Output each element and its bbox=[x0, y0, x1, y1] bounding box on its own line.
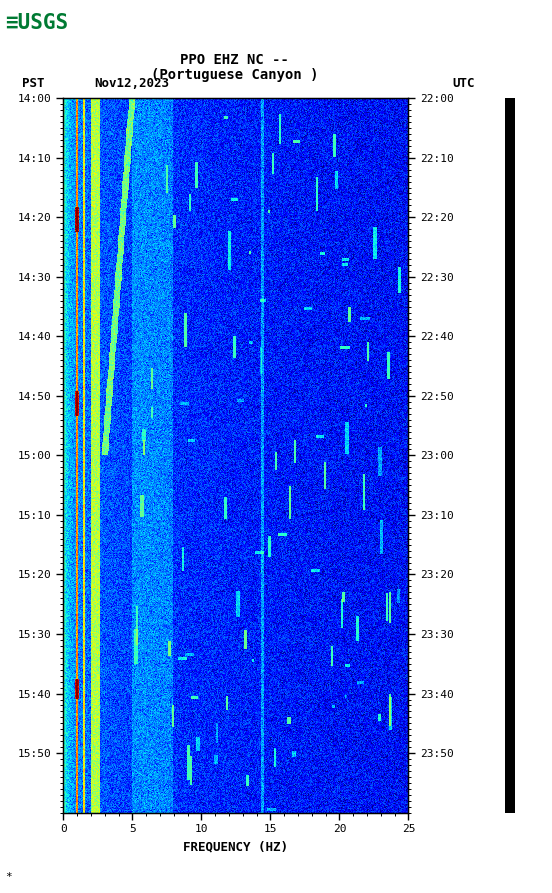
Text: ≡USGS: ≡USGS bbox=[6, 13, 68, 33]
Text: Nov12,2023: Nov12,2023 bbox=[94, 77, 169, 89]
Text: UTC: UTC bbox=[453, 77, 475, 89]
X-axis label: FREQUENCY (HZ): FREQUENCY (HZ) bbox=[183, 840, 289, 853]
Text: PST: PST bbox=[22, 77, 45, 89]
Text: PPO EHZ NC --: PPO EHZ NC -- bbox=[180, 53, 289, 67]
Text: (Portuguese Canyon ): (Portuguese Canyon ) bbox=[151, 68, 319, 82]
Text: *: * bbox=[6, 872, 12, 882]
